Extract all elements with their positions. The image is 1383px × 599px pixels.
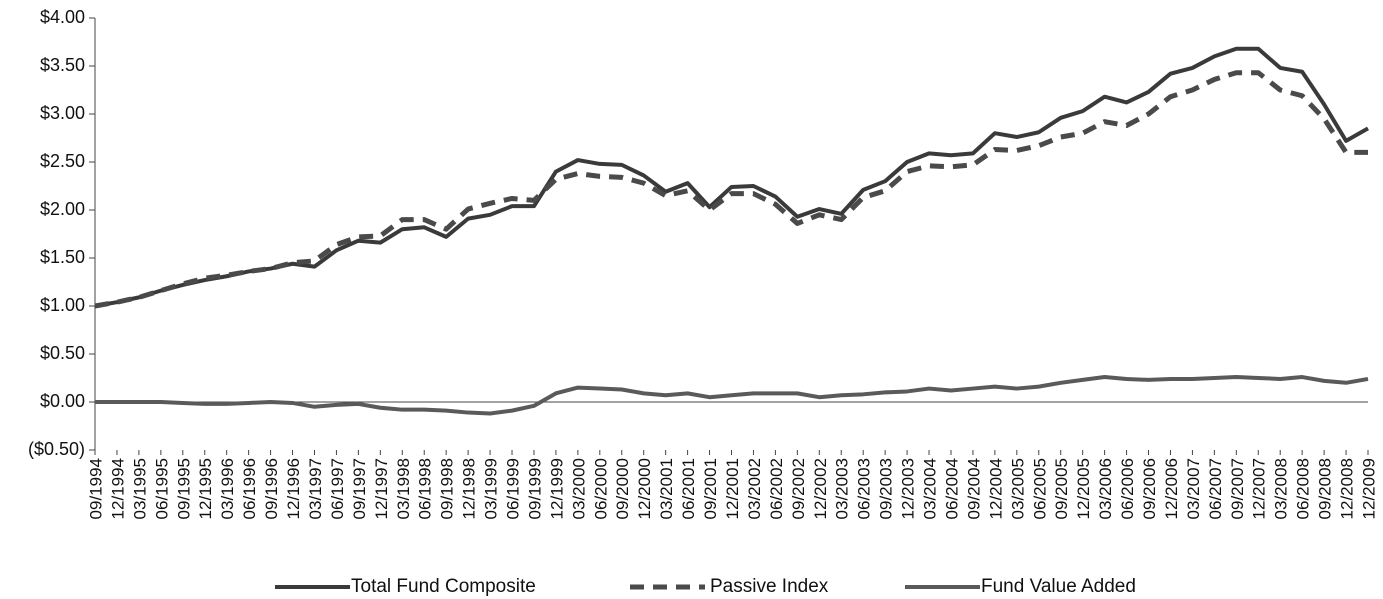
y-tick-label: $4.00 [40,7,85,27]
x-tick-label: 06/2006 [1118,458,1137,519]
x-tick-label: 09/2008 [1316,458,1335,519]
x-tick-label: 09/2000 [613,458,632,519]
x-tick-label: 06/1998 [416,458,435,519]
x-tick-label: 09/1995 [174,458,193,519]
x-tick-label: 03/2007 [1184,458,1203,519]
x-tick-label: 03/2001 [657,458,676,519]
x-tick-label: 12/1996 [284,458,303,519]
y-tick-label: ($0.50) [28,439,85,459]
x-tick-label: 12/1999 [547,458,566,519]
x-tick-label: 12/2003 [899,458,918,519]
x-tick-label: 06/1995 [152,458,171,519]
x-tick-label: 03/1997 [306,458,325,519]
x-tick-label: 12/1994 [108,458,127,519]
y-tick-label: $1.50 [40,247,85,267]
x-tick-label: 03/1995 [130,458,149,519]
y-tick-label: $0.50 [40,343,85,363]
x-tick-label: 06/2007 [1206,458,1225,519]
x-tick-label: 03/1999 [482,458,501,519]
x-tick-label: 03/2006 [1096,458,1115,519]
x-tick-label: 12/2008 [1338,458,1357,519]
x-tick-label: 12/2000 [635,458,654,519]
x-tick-label: 12/2009 [1359,458,1378,519]
x-tick-label: 09/1999 [525,458,544,519]
x-tick-label: 09/2005 [1052,458,1071,519]
x-tick-label: 03/2008 [1272,458,1291,519]
x-tick-label: 03/2005 [1008,458,1027,519]
x-tick-label: 09/1998 [438,458,457,519]
x-tick-label: 03/2003 [833,458,852,519]
x-tick-label: 09/1997 [350,458,369,519]
x-tick-label: 06/2004 [942,458,961,519]
x-tick-label: 12/2006 [1162,458,1181,519]
legend-label: Total Fund Composite [351,576,536,597]
x-tick-label: 06/2003 [855,458,874,519]
x-tick-label: 12/2004 [986,458,1005,519]
x-tick-label: 06/2002 [767,458,786,519]
x-tick-label: 03/1996 [218,458,237,519]
y-tick-label: $2.00 [40,199,85,219]
x-tick-label: 06/2001 [679,458,698,519]
x-tick-label: 12/1997 [372,458,391,519]
y-tick-label: $1.00 [40,295,85,315]
x-tick-label: 09/2002 [789,458,808,519]
x-tick-label: 09/2006 [1140,458,1159,519]
x-tick-label: 06/2005 [1030,458,1049,519]
x-tick-label: 06/1996 [240,458,259,519]
x-tick-label: 06/1999 [504,458,523,519]
x-tick-label: 09/1994 [86,458,105,519]
x-tick-label: 06/2008 [1294,458,1313,519]
x-tick-label: 09/2004 [964,458,983,519]
x-tick-label: 06/1997 [328,458,347,519]
x-tick-label: 09/2007 [1228,458,1247,519]
x-tick-label: 03/1998 [394,458,413,519]
y-tick-label: $3.00 [40,103,85,123]
x-tick-label: 12/2005 [1074,458,1093,519]
x-tick-label: 12/1998 [460,458,479,519]
x-tick-label: 09/2003 [877,458,896,519]
x-tick-label: 03/2002 [745,458,764,519]
x-tick-label: 09/1996 [262,458,281,519]
series-line [94,70,1368,309]
y-tick-label: $0.00 [40,391,85,411]
series-line [95,375,1369,416]
x-tick-label: 12/2007 [1250,458,1269,519]
y-tick-label: $3.50 [40,55,85,75]
x-tick-label: 03/2004 [921,458,940,519]
y-tick-label: $2.50 [40,151,85,171]
x-tick-label: 12/1995 [196,458,215,519]
x-tick-label: 09/2001 [701,458,720,519]
legend-label: Passive Index [710,576,829,597]
x-tick-label: 06/2000 [591,458,610,519]
x-tick-label: 12/2001 [723,458,742,519]
series-line [94,46,1369,308]
legend-label: Fund Value Added [981,576,1136,597]
x-tick-label: 03/2000 [569,458,588,519]
x-tick-label: 12/2002 [811,458,830,519]
